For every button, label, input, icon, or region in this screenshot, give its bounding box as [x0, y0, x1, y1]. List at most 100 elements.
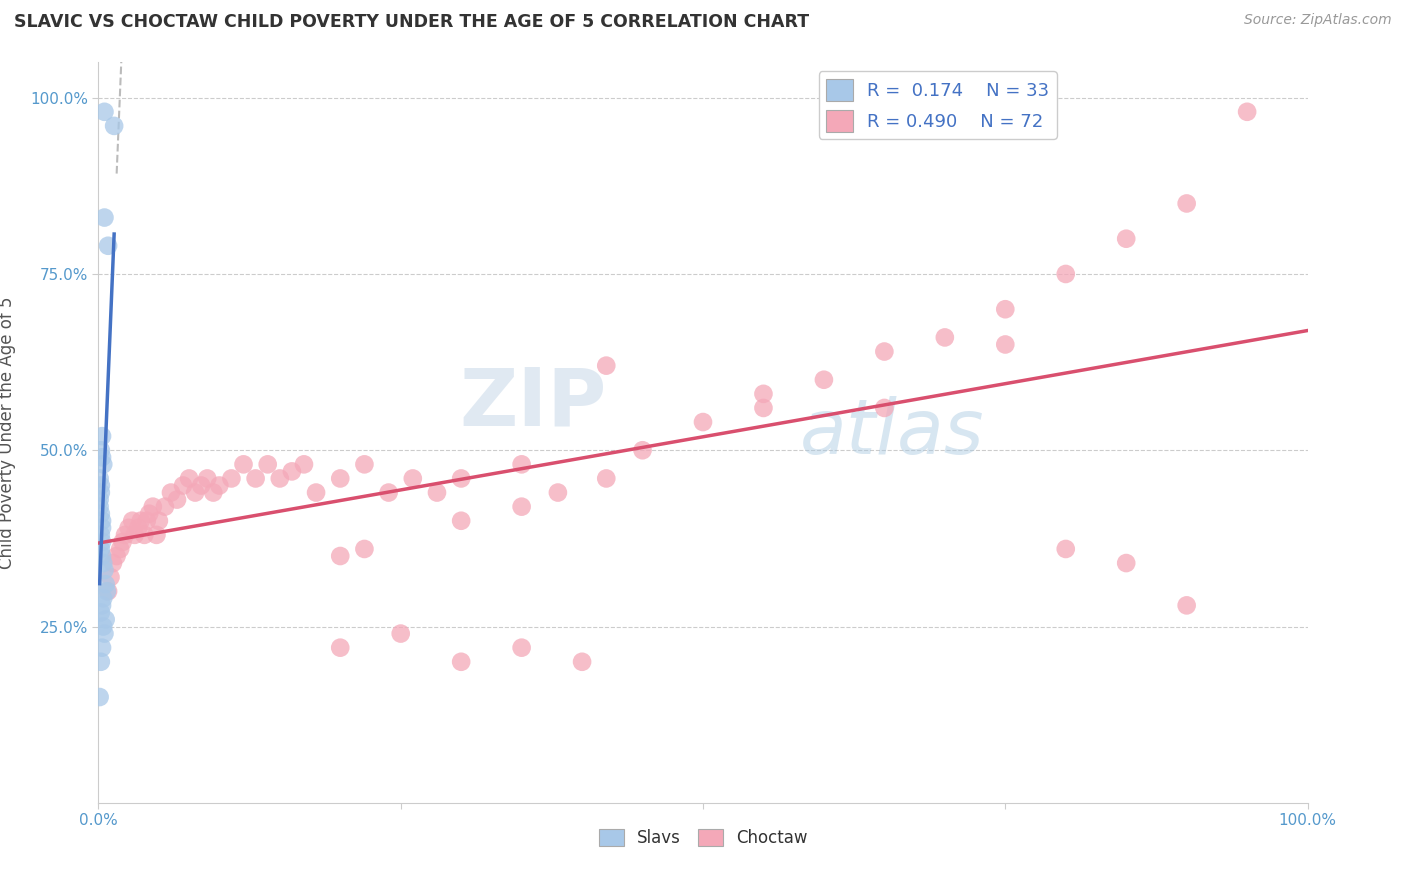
Point — [127, 521, 149, 535]
Point — [121, 514, 143, 528]
Point — [571, 655, 593, 669]
Point — [450, 655, 472, 669]
Point — [142, 500, 165, 514]
Text: atlas: atlas — [800, 396, 984, 469]
Point — [93, 626, 115, 640]
Point — [89, 492, 111, 507]
Point — [221, 471, 243, 485]
Point — [269, 471, 291, 485]
Point — [91, 429, 114, 443]
Text: SLAVIC VS CHOCTAW CHILD POVERTY UNDER THE AGE OF 5 CORRELATION CHART: SLAVIC VS CHOCTAW CHILD POVERTY UNDER TH… — [14, 13, 810, 31]
Point — [426, 485, 449, 500]
Point — [179, 471, 201, 485]
Point — [281, 464, 304, 478]
Point — [97, 584, 120, 599]
Point — [1175, 599, 1198, 613]
Point — [245, 471, 267, 485]
Point — [90, 507, 112, 521]
Point — [450, 514, 472, 528]
Point — [90, 606, 112, 620]
Point — [1236, 104, 1258, 119]
Point — [1175, 196, 1198, 211]
Point — [91, 599, 114, 613]
Point — [90, 478, 112, 492]
Point — [994, 302, 1017, 317]
Point — [101, 556, 124, 570]
Point — [510, 640, 533, 655]
Point — [752, 401, 775, 415]
Point — [89, 500, 111, 514]
Point — [190, 478, 212, 492]
Point — [100, 570, 122, 584]
Point — [91, 521, 114, 535]
Point — [305, 485, 328, 500]
Point — [353, 541, 375, 556]
Point — [91, 535, 114, 549]
Text: ZIP: ZIP — [458, 364, 606, 442]
Point — [153, 500, 176, 514]
Point — [124, 528, 146, 542]
Point — [353, 458, 375, 472]
Point — [934, 330, 956, 344]
Point — [91, 619, 114, 633]
Point — [93, 211, 115, 225]
Point — [91, 591, 114, 606]
Point — [292, 458, 315, 472]
Point — [166, 492, 188, 507]
Point — [813, 373, 835, 387]
Point — [94, 612, 117, 626]
Point — [232, 458, 254, 472]
Point — [450, 471, 472, 485]
Point — [184, 485, 207, 500]
Point — [873, 344, 896, 359]
Point — [93, 104, 115, 119]
Point — [402, 471, 425, 485]
Point — [91, 640, 114, 655]
Point — [145, 528, 167, 542]
Point — [90, 485, 112, 500]
Point — [105, 549, 128, 563]
Point — [89, 690, 111, 704]
Point — [103, 119, 125, 133]
Point — [91, 556, 114, 570]
Point — [118, 521, 141, 535]
Point — [873, 401, 896, 415]
Point — [256, 458, 278, 472]
Point — [692, 415, 714, 429]
Point — [1115, 556, 1137, 570]
Point — [547, 485, 569, 500]
Point — [94, 577, 117, 591]
Point — [329, 471, 352, 485]
Point — [1115, 232, 1137, 246]
Point — [129, 514, 152, 528]
Point — [377, 485, 399, 500]
Point — [89, 471, 111, 485]
Point — [389, 626, 412, 640]
Point — [208, 478, 231, 492]
Point — [135, 514, 157, 528]
Point — [91, 514, 114, 528]
Point — [329, 640, 352, 655]
Point — [108, 541, 131, 556]
Point — [202, 485, 225, 500]
Point — [91, 549, 114, 563]
Point — [510, 458, 533, 472]
Point — [160, 485, 183, 500]
Point — [111, 535, 134, 549]
Point — [90, 541, 112, 556]
Point — [631, 443, 654, 458]
Point — [510, 500, 533, 514]
Text: Source: ZipAtlas.com: Source: ZipAtlas.com — [1244, 13, 1392, 28]
Point — [90, 528, 112, 542]
Point — [90, 443, 112, 458]
Point — [97, 239, 120, 253]
Point — [90, 655, 112, 669]
Point — [994, 337, 1017, 351]
Point — [172, 478, 194, 492]
Point — [1054, 267, 1077, 281]
Point — [195, 471, 218, 485]
Point — [752, 387, 775, 401]
Point — [148, 514, 170, 528]
Point — [138, 507, 160, 521]
Point — [91, 458, 114, 472]
